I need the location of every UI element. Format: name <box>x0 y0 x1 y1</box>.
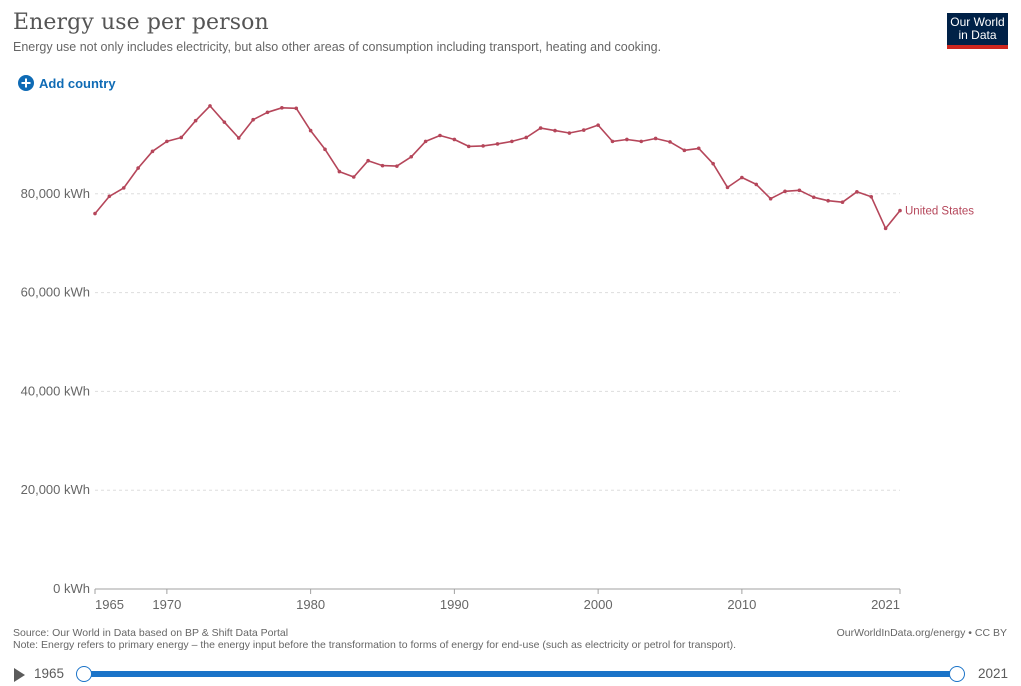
data-point <box>625 137 629 142</box>
data-point <box>251 117 255 122</box>
data-point <box>337 169 342 174</box>
y-tick-label: 40,000 kWh <box>21 383 90 398</box>
data-point <box>438 133 442 138</box>
data-point <box>366 158 370 163</box>
chart-footer: Source: Our World in Data based on BP & … <box>13 627 736 651</box>
timeline-start-label: 1965 <box>34 666 65 681</box>
data-point <box>179 135 184 140</box>
data-point <box>380 163 385 168</box>
logo-line-1: Our World <box>950 15 1005 29</box>
data-point <box>826 198 830 203</box>
data-point <box>740 175 744 180</box>
data-point <box>208 104 212 108</box>
data-point <box>466 144 471 149</box>
data-point <box>754 182 759 187</box>
logo-line-2: in Data <box>958 28 997 42</box>
data-point <box>567 131 572 135</box>
data-point <box>783 189 787 194</box>
data-point <box>150 149 155 154</box>
x-tick-label: 1980 <box>296 597 325 612</box>
timeline-track[interactable] <box>84 671 957 677</box>
x-tick-label: 2021 <box>871 597 900 612</box>
data-point <box>524 135 529 140</box>
timeline: 1965 2021 <box>12 664 1008 684</box>
x-tick-label: 1970 <box>152 597 181 612</box>
y-tick-label: 80,000 kWh <box>21 186 90 201</box>
data-point <box>165 139 169 144</box>
credit-link[interactable]: OurWorldInData.org/energy • CC BY <box>836 627 1007 639</box>
line-chart: 0 kWh 20,000 kWh 40,000 kWh 60,000 kWh 80,00… <box>21 104 974 612</box>
x-tick-label: 2010 <box>727 597 756 612</box>
plus-circle-icon <box>18 75 34 91</box>
x-tick-label: 1965 <box>95 597 124 612</box>
data-point <box>222 120 227 124</box>
play-icon[interactable] <box>14 668 25 682</box>
data-point <box>898 208 902 213</box>
data-point <box>711 161 715 166</box>
data-point <box>481 144 485 148</box>
timeline-start-handle[interactable] <box>76 666 92 682</box>
data-point <box>668 140 672 144</box>
data-point <box>395 164 399 168</box>
data-point <box>811 195 816 200</box>
data-point <box>797 188 802 193</box>
data-point <box>423 139 428 144</box>
data-point <box>682 148 687 153</box>
data-point <box>495 142 500 146</box>
add-country-button[interactable]: Add country <box>18 75 116 91</box>
data-point <box>596 123 600 127</box>
data-point <box>855 190 859 194</box>
owid-logo[interactable]: Our World in Data <box>947 13 1008 49</box>
series-label: United States <box>905 206 974 218</box>
source-text: Source: Our World in Data based on BP & … <box>13 627 289 639</box>
timeline-end-handle[interactable] <box>949 666 965 682</box>
data-point <box>323 147 327 152</box>
series-line-united-states <box>94 105 901 230</box>
y-tick-label: 60,000 kWh <box>21 285 90 300</box>
data-point <box>696 146 701 151</box>
data-point <box>280 106 284 110</box>
x-tick-label: 1990 <box>440 597 469 612</box>
data-point <box>236 136 241 140</box>
data-point <box>121 186 126 190</box>
data-point <box>107 194 112 199</box>
data-point <box>538 126 543 130</box>
y-tick-label: 20,000 kWh <box>21 482 90 497</box>
timeline-end-label: 2021 <box>977 666 1008 681</box>
data-point <box>93 211 97 216</box>
data-point <box>639 139 644 144</box>
data-point <box>869 194 874 199</box>
data-point <box>510 139 514 144</box>
data-point <box>553 128 557 133</box>
data-point <box>610 139 615 144</box>
data-point <box>193 118 198 123</box>
data-point <box>265 110 270 115</box>
data-point <box>452 137 457 142</box>
data-point <box>653 136 658 141</box>
data-point <box>136 166 140 170</box>
data-point <box>768 196 773 201</box>
note-text: Note: Energy refers to primary energy – … <box>13 639 737 651</box>
data-point <box>351 175 356 179</box>
data-point <box>308 128 313 133</box>
data-point <box>581 128 586 132</box>
data-point <box>840 200 845 204</box>
chart-title: Energy use per person <box>13 10 269 35</box>
data-point <box>409 154 414 159</box>
x-tick-label: 2000 <box>584 597 613 612</box>
data-point <box>883 226 888 231</box>
chart-subtitle: Energy use not only includes electricity… <box>13 40 662 54</box>
add-country-label: Add country <box>39 75 116 91</box>
y-tick-label: 0 kWh <box>53 581 90 596</box>
data-point <box>294 106 299 111</box>
data-point <box>725 185 730 190</box>
